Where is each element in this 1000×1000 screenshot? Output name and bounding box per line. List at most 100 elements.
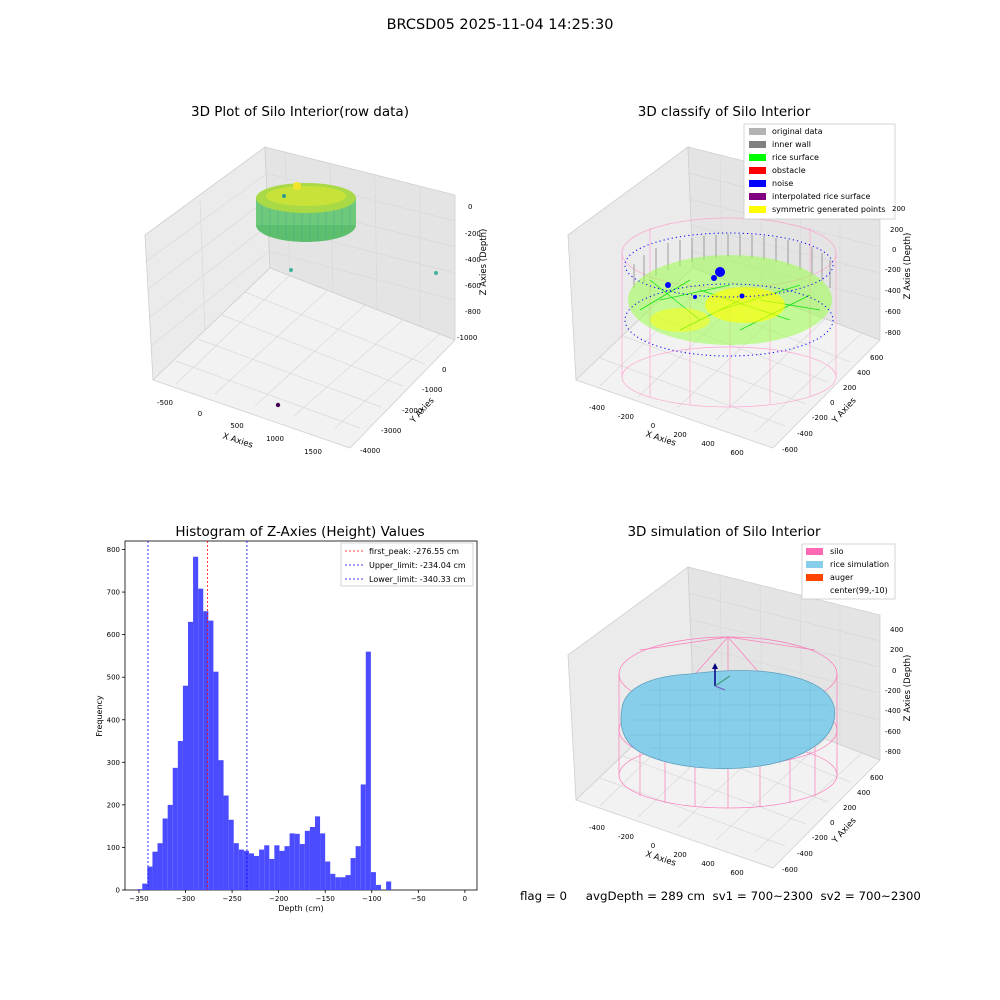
classify-plot-title: 3D classify of Silo Interior bbox=[637, 104, 811, 120]
classify-y-tick: 600 bbox=[870, 354, 883, 362]
raw-x-tick: 500 bbox=[230, 422, 243, 430]
histogram-bar bbox=[254, 855, 260, 890]
histogram-bar bbox=[147, 866, 153, 890]
raw-3d-plot: -500 0 500 1000 1500 X Axies 0 -1000 -20… bbox=[144, 146, 489, 456]
sim-y-tick: -200 bbox=[812, 834, 828, 842]
histogram-bar bbox=[157, 843, 163, 890]
sim-z-tick: 200 bbox=[890, 646, 903, 654]
raw-y-tick: -3000 bbox=[381, 427, 401, 435]
legend-swatch bbox=[806, 561, 823, 568]
raw-y-tick: -4000 bbox=[360, 447, 380, 455]
histogram-y-label: Frequency bbox=[95, 695, 104, 737]
raw-x-tick: -500 bbox=[157, 399, 173, 407]
x-tick-label: −50 bbox=[411, 895, 426, 903]
histogram-bar bbox=[228, 819, 234, 890]
x-tick-label: −350 bbox=[129, 895, 148, 903]
sim-x-tick: -400 bbox=[589, 824, 605, 832]
x-tick-label: 0 bbox=[463, 895, 467, 903]
histogram-bar bbox=[294, 833, 300, 890]
simulation-plot-title: 3D simulation of Silo Interior bbox=[627, 524, 821, 540]
raw-z-tick: -600 bbox=[465, 282, 481, 290]
y-tick-label: 100 bbox=[107, 844, 120, 852]
histogram-bar bbox=[218, 760, 224, 890]
legend-swatch bbox=[749, 128, 766, 135]
legend-label: symmetric generated points bbox=[772, 205, 885, 214]
classify-z-label: Z Axies (Depth) bbox=[903, 233, 913, 300]
raw-y-tick: -2000 bbox=[402, 407, 422, 415]
sim-y-tick: 200 bbox=[843, 804, 856, 812]
histogram-bar bbox=[309, 827, 315, 890]
y-tick-label: 200 bbox=[107, 801, 120, 809]
sim-x-tick: -200 bbox=[618, 833, 634, 841]
histogram-bar bbox=[208, 620, 214, 890]
histogram-bar bbox=[299, 844, 305, 890]
histogram-bar bbox=[304, 830, 310, 890]
legend-label: center(99,-10) bbox=[830, 586, 888, 595]
histogram-bar bbox=[340, 877, 346, 890]
x-tick-label: −200 bbox=[269, 895, 288, 903]
legend-label: silo bbox=[830, 547, 844, 556]
sim-z-tick: -800 bbox=[885, 748, 901, 756]
histogram-bar bbox=[279, 850, 285, 890]
legend-label: rice simulation bbox=[830, 560, 889, 569]
legend-label: inner wall bbox=[772, 140, 811, 149]
classify-z-tick: -200 bbox=[885, 266, 901, 274]
raw-z-tick: -200 bbox=[465, 230, 481, 238]
legend-swatch bbox=[749, 180, 766, 187]
histogram-x-ticks: −350 −300 −250 −200 −150 −100 −50 0 bbox=[129, 890, 467, 903]
histogram-bar bbox=[198, 588, 204, 890]
raw-y-tick: 0 bbox=[442, 366, 446, 374]
classify-y-tick: -200 bbox=[812, 414, 828, 422]
histogram-bar bbox=[152, 851, 158, 890]
raw-x-tick: 1500 bbox=[304, 448, 322, 456]
sim-z-tick: 400 bbox=[890, 626, 903, 634]
histogram-bar bbox=[274, 845, 280, 890]
legend-swatch bbox=[806, 574, 823, 581]
histogram-bar bbox=[187, 621, 194, 890]
simulation-3d-plot: silo rice simulation auger center(99,-10… bbox=[567, 543, 913, 877]
sim-y-tick: 400 bbox=[857, 789, 870, 797]
histogram-bar bbox=[193, 556, 199, 890]
sim-x-tick: 400 bbox=[701, 860, 714, 868]
histogram-bar bbox=[238, 849, 244, 890]
histogram-bar bbox=[167, 804, 173, 890]
y-tick-label: 800 bbox=[107, 546, 120, 554]
histogram-bar bbox=[345, 875, 351, 890]
y-tick-label: 600 bbox=[107, 631, 120, 639]
legend-label: original data bbox=[772, 127, 823, 136]
raw-outlier bbox=[434, 271, 438, 275]
sim-z-label: Z Axies (Depth) bbox=[903, 655, 913, 722]
sim-z-tick: -200 bbox=[885, 687, 901, 695]
legend-label: Upper_limit: -234.04 cm bbox=[369, 561, 466, 570]
classify-legend: original data inner wall rice surface ob… bbox=[743, 123, 896, 220]
legend-label: Lower_limit: -340.33 cm bbox=[369, 575, 466, 584]
histogram-bar bbox=[259, 849, 265, 890]
classify-z-tick: 200 bbox=[890, 226, 903, 234]
legend-swatch bbox=[806, 548, 823, 555]
raw-pane-floor bbox=[152, 267, 456, 449]
sim-x-tick: 0 bbox=[651, 842, 655, 850]
histogram-bar bbox=[289, 833, 295, 890]
classify-y-tick: -600 bbox=[782, 446, 798, 454]
histogram-x-label: Depth (cm) bbox=[278, 904, 323, 913]
y-tick-label: 700 bbox=[107, 589, 120, 597]
histogram-bar bbox=[182, 685, 188, 890]
histogram-bar bbox=[330, 873, 336, 890]
histogram-bar bbox=[355, 846, 361, 890]
histogram-bar bbox=[172, 767, 178, 890]
legend-swatch bbox=[749, 206, 766, 213]
legend-label: auger bbox=[830, 573, 854, 582]
y-tick-label: 400 bbox=[107, 716, 120, 724]
histogram-title: Histogram of Z-Axies (Height) Values bbox=[175, 524, 425, 540]
histogram-bar bbox=[325, 861, 331, 890]
raw-z-tick: -800 bbox=[465, 308, 481, 316]
legend-label: first_peak: -276.55 cm bbox=[369, 547, 459, 556]
classify-x-tick: 400 bbox=[701, 440, 714, 448]
sim-x-tick: 200 bbox=[673, 851, 686, 859]
histogram-bar bbox=[335, 877, 341, 890]
histogram-bar bbox=[360, 784, 366, 890]
histogram-bar bbox=[320, 833, 326, 890]
histogram-bar bbox=[350, 858, 356, 890]
raw-z-tick: -1000 bbox=[457, 334, 477, 342]
